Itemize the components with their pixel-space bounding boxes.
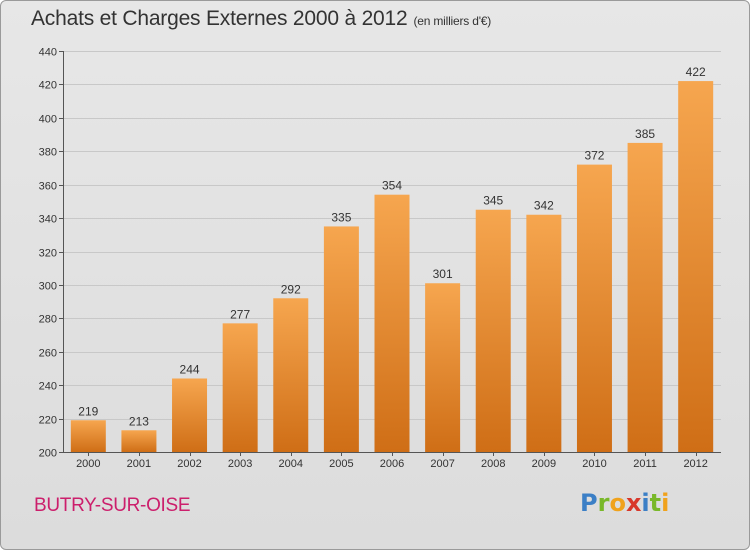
y-tick-label: 340 — [39, 214, 57, 226]
value-label-2005: 335 — [331, 210, 351, 224]
y-tick-label: 280 — [39, 314, 57, 326]
value-label-2011: 385 — [635, 127, 655, 141]
y-tick-label: 300 — [39, 281, 57, 293]
value-label-2009: 342 — [534, 199, 554, 213]
bar-2008 — [475, 209, 511, 452]
bar-2000 — [70, 420, 106, 452]
chart-title: Achats et Charges Externes 2000 à 2012 (e… — [31, 7, 491, 31]
city-name: BUTRY-SUR-OISE — [34, 495, 191, 516]
value-label-2003: 277 — [230, 307, 250, 321]
x-tick-label-2004: 2004 — [279, 458, 303, 470]
y-tick-label: 380 — [39, 147, 57, 159]
bar-2007 — [425, 283, 461, 452]
bar-2010 — [576, 164, 612, 452]
logo-letter: P — [580, 489, 598, 517]
x-tick-label-2012: 2012 — [683, 458, 707, 470]
value-label-2010: 372 — [584, 149, 604, 163]
bar-2004 — [273, 298, 309, 452]
bar-2003 — [222, 323, 258, 452]
value-label-2004: 292 — [281, 282, 301, 296]
x-tick-label-2000: 2000 — [76, 458, 100, 470]
bar-2001 — [121, 430, 157, 452]
axes: 200 220 240 260 280 300 320 340 360 380 400 420 440 2… — [39, 47, 721, 470]
logo-letter: i — [641, 489, 650, 517]
bar-2009 — [526, 214, 562, 452]
bar-2011 — [627, 142, 663, 453]
proxiti-logo: Proxiti — [580, 489, 669, 517]
value-label-2001: 213 — [129, 414, 149, 428]
value-label-2007: 301 — [433, 267, 453, 281]
logo-letter: o — [609, 489, 626, 517]
x-tick-label-2002: 2002 — [177, 458, 201, 470]
value-label-2000: 219 — [78, 404, 98, 418]
y-tick-label: 420 — [39, 80, 57, 92]
x-tick-label-2009: 2009 — [532, 458, 556, 470]
chart-title-text: Achats et Charges Externes 2000 à 2012 — [31, 7, 408, 30]
value-label-2002: 244 — [180, 362, 200, 376]
logo-letter: r — [597, 489, 610, 517]
y-tick-label: 360 — [39, 181, 57, 193]
value-label-2008: 345 — [483, 194, 503, 208]
logo-letter: x — [625, 489, 642, 517]
y-tick-label: 400 — [39, 114, 57, 126]
y-tick-label: 240 — [39, 381, 57, 393]
x-tick-label-2007: 2007 — [430, 458, 454, 470]
logo-letter: t — [649, 489, 662, 517]
logo-letter: i — [661, 489, 670, 517]
bar-2006 — [374, 194, 410, 453]
y-tick-label: 220 — [39, 415, 57, 427]
bar-2005 — [323, 226, 359, 452]
x-tick-label-2001: 2001 — [127, 458, 151, 470]
y-tick-label: 440 — [39, 47, 57, 59]
labels: 219 213 244 277 292 335 354 301 345 342 372 385 422 — [78, 65, 706, 428]
x-tick-label-2011: 2011 — [633, 458, 657, 470]
bar-2002 — [172, 378, 208, 452]
y-tick-label: 320 — [39, 248, 57, 260]
y-tick-label: 260 — [39, 348, 57, 360]
value-label-2012: 422 — [686, 65, 706, 79]
x-tick-label-2005: 2005 — [329, 458, 353, 470]
x-tick-label-2008: 2008 — [481, 458, 505, 470]
bars — [70, 81, 714, 453]
x-tick-label-2010: 2010 — [582, 458, 606, 470]
y-tick-label: 200 — [39, 448, 57, 460]
x-tick-label-2003: 2003 — [228, 458, 252, 470]
value-label-2006: 354 — [382, 179, 402, 193]
bar-2012 — [678, 81, 714, 452]
chart-unit: (en milliers d'€) — [413, 14, 492, 28]
x-tick-label-2006: 2006 — [380, 458, 404, 470]
